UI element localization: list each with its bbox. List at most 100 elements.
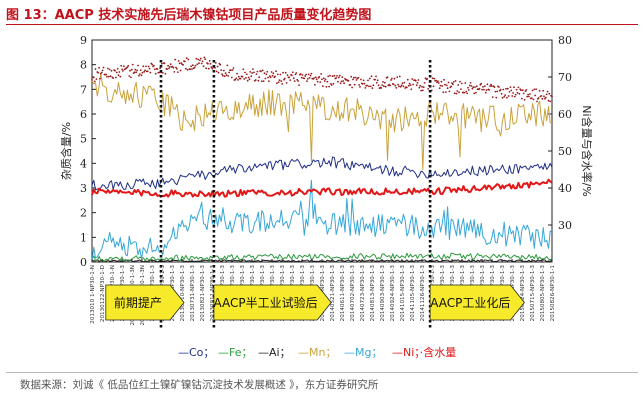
series-water-point <box>228 71 231 74</box>
series-water-point <box>176 71 179 73</box>
series-line-ni <box>91 178 553 198</box>
series-water-point <box>97 71 100 74</box>
series-water-point <box>360 78 362 81</box>
series-water-point <box>260 80 263 83</box>
series-water-point <box>458 91 460 94</box>
series-water-point <box>439 84 442 87</box>
series-water-point <box>289 79 292 81</box>
series-water-point <box>271 74 274 77</box>
series-water-point <box>167 64 170 67</box>
series-water-point <box>159 67 162 70</box>
series-water-point <box>452 81 455 83</box>
series-water-point <box>173 71 176 73</box>
series-water-point <box>375 75 377 78</box>
series-water-point <box>220 69 223 71</box>
series-water-point <box>108 68 111 71</box>
y-tick-label: 9 <box>80 34 87 47</box>
series-water-point <box>508 91 511 93</box>
phase-label: 前期提产 <box>114 295 162 310</box>
series-water-point <box>375 81 378 84</box>
series-water-point <box>151 63 154 66</box>
series-water-point <box>131 63 134 66</box>
x-tick-label: 20141126-NP30-1-3 <box>420 265 426 322</box>
series-water-point <box>143 70 146 73</box>
series-water-point <box>518 92 521 95</box>
series-water-point <box>214 62 217 64</box>
y2-tick-label: 80 <box>558 34 572 47</box>
series-water-point <box>230 76 233 79</box>
legend-label-mn: —Mn； <box>298 346 336 359</box>
x-tick-label: 20141105-NP30-1-3 <box>410 265 416 322</box>
series-water-point <box>407 84 410 87</box>
series-water-point <box>353 83 356 86</box>
series-water-point <box>482 86 484 88</box>
series-water-point <box>357 76 360 79</box>
series-water-point <box>440 80 443 83</box>
series-water-point <box>100 71 103 74</box>
series-water-point <box>313 77 315 79</box>
series-water-point <box>418 86 421 89</box>
series-water-point <box>291 71 294 74</box>
series-water-point <box>154 72 157 75</box>
series-water-point <box>480 82 483 85</box>
series-water-point <box>506 96 508 99</box>
series-line-mn <box>91 72 553 171</box>
series-water-point <box>107 67 109 70</box>
series-water-point <box>403 81 406 84</box>
series-water-point <box>153 68 156 71</box>
series-water-point <box>468 84 471 87</box>
series-water-point <box>544 96 547 99</box>
series-water-point <box>408 82 411 85</box>
series-water-point <box>203 56 206 59</box>
series-water-point <box>327 75 330 78</box>
series-water-point <box>250 75 253 77</box>
series-line-mg <box>91 179 553 262</box>
series-water-point <box>527 93 529 96</box>
series-water-point <box>422 86 425 89</box>
series-water-point <box>156 68 159 70</box>
series-water-point <box>281 83 284 85</box>
series-water-point <box>412 83 414 86</box>
series-water-point <box>309 74 312 77</box>
series-water-point <box>149 71 152 74</box>
series-water-point <box>361 83 364 85</box>
series-water-point <box>196 63 199 66</box>
series-water-point <box>354 76 357 79</box>
series-water-point <box>121 68 123 71</box>
series-water-point <box>333 74 336 77</box>
series-water-point <box>225 74 228 77</box>
series-water-point <box>381 84 384 86</box>
series-water-point <box>368 85 370 88</box>
y2-tick-label: 60 <box>558 108 572 121</box>
series-water-point <box>264 77 267 80</box>
series-water-point <box>397 83 399 86</box>
series-water-point <box>376 79 379 82</box>
series-water-point <box>336 75 338 77</box>
series-water-point <box>187 58 190 61</box>
series-water-point <box>202 65 205 68</box>
series-water-point <box>454 80 457 82</box>
series-water-point <box>288 76 291 79</box>
series-water-point <box>481 88 483 91</box>
series-water-point <box>298 84 300 86</box>
series-water-point <box>178 62 181 65</box>
series-water-point <box>410 88 413 91</box>
series-water-point <box>171 65 174 68</box>
x-tick-label: 20141015-NP30-1-3 <box>400 265 406 322</box>
series-water-point <box>506 87 509 90</box>
series-water-point <box>217 71 220 74</box>
series-water-point <box>120 64 123 67</box>
series-water-point <box>310 72 313 75</box>
series-water-point <box>390 79 392 81</box>
series-water-point <box>110 69 113 72</box>
series-water-point <box>393 77 396 80</box>
series-water-point <box>179 69 182 72</box>
series-water-point <box>368 77 371 80</box>
series-water-point <box>180 62 183 64</box>
y-tick-label: 8 <box>80 59 87 72</box>
series-water-point <box>248 78 251 81</box>
series-water-point <box>303 77 306 80</box>
series-water-point <box>174 58 177 61</box>
series-water-point <box>219 63 222 66</box>
series-water-point <box>277 81 280 83</box>
